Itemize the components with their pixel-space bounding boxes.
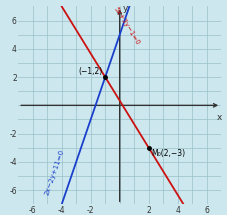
Text: (−1,2): (−1,2) — [79, 67, 103, 76]
Text: M₀(2,−3): M₀(2,−3) — [150, 149, 184, 158]
Text: 5x+3y−1=0: 5x+3y−1=0 — [112, 6, 140, 46]
Text: x: x — [215, 113, 221, 122]
Text: 2x−2y+11=0: 2x−2y+11=0 — [44, 149, 65, 196]
Text: y: y — [122, 4, 127, 13]
